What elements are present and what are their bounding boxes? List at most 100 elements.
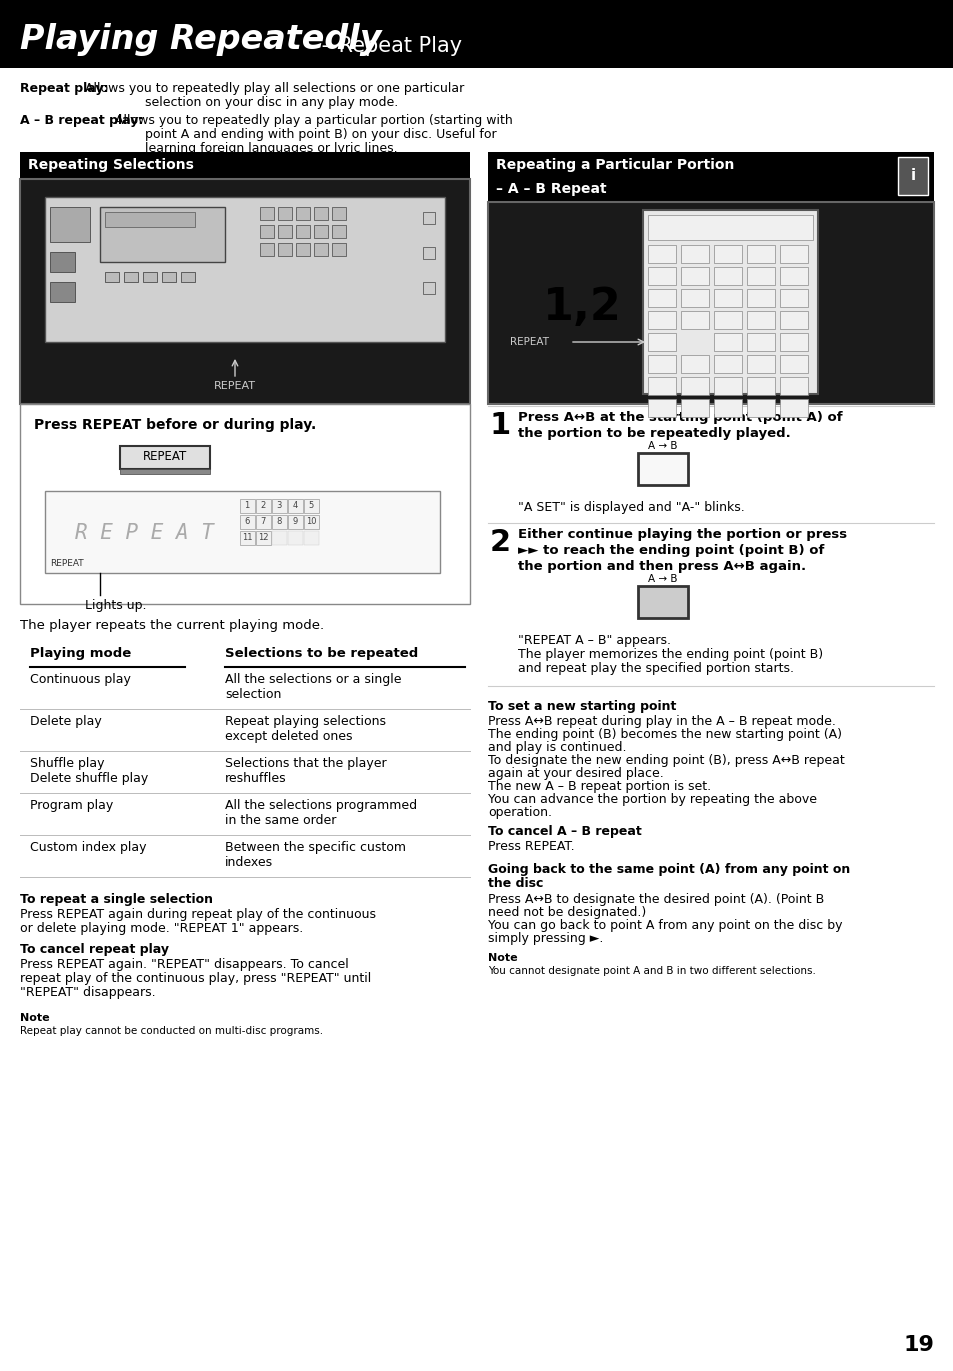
Text: A → B: A → B [648, 574, 677, 584]
Text: Shuffle play
Delete shuffle play: Shuffle play Delete shuffle play [30, 757, 148, 786]
Bar [240, 531, 254, 546]
Bar [45, 491, 439, 573]
Text: Between the specific custom
indexes: Between the specific custom indexes [225, 840, 406, 869]
Bar [780, 267, 807, 285]
Bar [332, 207, 346, 219]
Bar [713, 267, 741, 285]
Text: and play is continued.: and play is continued. [488, 740, 626, 754]
Bar [332, 243, 346, 256]
Bar [288, 499, 303, 513]
Text: Playing Repeatedly: Playing Repeatedly [20, 23, 381, 56]
Text: Allows you to repeatedly play all selections or one particular: Allows you to repeatedly play all select… [85, 82, 464, 95]
Text: Press REPEAT again. "REPEAT" disappears. To cancel: Press REPEAT again. "REPEAT" disappears.… [20, 958, 349, 971]
Bar [647, 355, 676, 373]
Text: Selections to be repeated: Selections to be repeated [225, 647, 417, 659]
Text: 9: 9 [292, 517, 297, 526]
Bar [642, 210, 817, 393]
Text: Press REPEAT.: Press REPEAT. [488, 840, 574, 853]
Bar [260, 225, 274, 239]
Bar [288, 515, 303, 529]
Bar [105, 213, 194, 228]
Bar [746, 355, 774, 373]
Bar [422, 282, 435, 293]
Bar [314, 243, 328, 256]
Text: REPEAT: REPEAT [143, 451, 187, 463]
Bar [20, 404, 470, 605]
Bar [255, 499, 271, 513]
Text: – A – B Repeat: – A – B Repeat [496, 182, 606, 196]
Text: the portion and then press A↔B again.: the portion and then press A↔B again. [517, 559, 805, 573]
Text: again at your desired place.: again at your desired place. [488, 766, 663, 780]
Text: Lights up.: Lights up. [85, 599, 147, 611]
Text: the portion to be repeatedly played.: the portion to be repeatedly played. [517, 426, 790, 440]
Text: 6: 6 [244, 517, 250, 526]
Text: Repeating Selections: Repeating Selections [28, 158, 193, 171]
Text: selection on your disc in any play mode.: selection on your disc in any play mode. [145, 96, 397, 110]
Bar [780, 289, 807, 307]
Bar [746, 245, 774, 263]
Text: R E P E A T: R E P E A T [75, 522, 213, 543]
Bar [780, 399, 807, 417]
Text: To designate the new ending point (B), press A↔B repeat: To designate the new ending point (B), p… [488, 754, 843, 766]
Text: Playing mode: Playing mode [30, 647, 132, 659]
Text: The player memorizes the ending point (point B): The player memorizes the ending point (p… [517, 648, 822, 661]
Bar [488, 202, 933, 404]
Bar [304, 499, 318, 513]
Text: Either continue playing the portion or press: Either continue playing the portion or p… [517, 528, 846, 542]
Bar [680, 267, 708, 285]
Bar [100, 207, 225, 262]
Text: 7: 7 [260, 517, 265, 526]
Text: "REPEAT A – B" appears.: "REPEAT A – B" appears. [517, 633, 670, 647]
Bar [304, 515, 318, 529]
Bar [288, 531, 303, 546]
Bar [713, 245, 741, 263]
Bar [295, 207, 310, 219]
Text: Note: Note [20, 1013, 50, 1023]
Bar [746, 333, 774, 351]
Text: 12: 12 [257, 533, 268, 543]
Text: Press A↔B to designate the desired point (A). (Point B: Press A↔B to designate the desired point… [488, 893, 823, 906]
Bar [647, 215, 812, 240]
Bar [680, 311, 708, 329]
Bar [680, 355, 708, 373]
Bar [647, 289, 676, 307]
Bar [105, 271, 119, 282]
Bar [746, 399, 774, 417]
Text: Going back to the same point (A) from any point on: Going back to the same point (A) from an… [488, 862, 849, 876]
Bar [680, 377, 708, 395]
Text: Press A↔B repeat during play in the A – B repeat mode.: Press A↔B repeat during play in the A – … [488, 716, 835, 728]
Bar [422, 213, 435, 223]
Bar [488, 152, 933, 202]
Text: To set a new starting point: To set a new starting point [488, 701, 676, 713]
Bar [713, 311, 741, 329]
Text: Repeat playing selections
except deleted ones: Repeat playing selections except deleted… [225, 716, 386, 743]
Text: 3: 3 [276, 502, 281, 510]
Bar [45, 197, 444, 341]
Text: The ending point (B) becomes the new starting point (A): The ending point (B) becomes the new sta… [488, 728, 841, 740]
Text: the disc: the disc [488, 877, 543, 890]
Text: "REPEAT" disappears.: "REPEAT" disappears. [20, 986, 155, 999]
Bar [272, 499, 287, 513]
Bar [124, 271, 138, 282]
Text: Press REPEAT before or during play.: Press REPEAT before or during play. [34, 418, 315, 432]
Bar [314, 225, 328, 239]
Text: 2: 2 [490, 528, 511, 557]
Bar [272, 531, 287, 546]
Text: or delete playing mode. "REPEAT 1" appears.: or delete playing mode. "REPEAT 1" appea… [20, 923, 303, 935]
Text: 10: 10 [305, 517, 315, 526]
Bar [277, 243, 292, 256]
Bar [255, 515, 271, 529]
Text: 11: 11 [241, 533, 252, 543]
Bar [255, 531, 271, 546]
Bar [332, 225, 346, 239]
Text: 1,2: 1,2 [542, 285, 621, 329]
Text: operation.: operation. [488, 806, 552, 818]
Text: Press REPEAT again during repeat play of the continuous: Press REPEAT again during repeat play of… [20, 908, 375, 921]
Bar [120, 446, 210, 469]
Text: – Repeat Play: – Repeat Play [314, 36, 461, 56]
Bar [746, 289, 774, 307]
Bar [780, 333, 807, 351]
Bar [295, 243, 310, 256]
Bar [422, 247, 435, 259]
Text: Note: Note [488, 953, 517, 962]
